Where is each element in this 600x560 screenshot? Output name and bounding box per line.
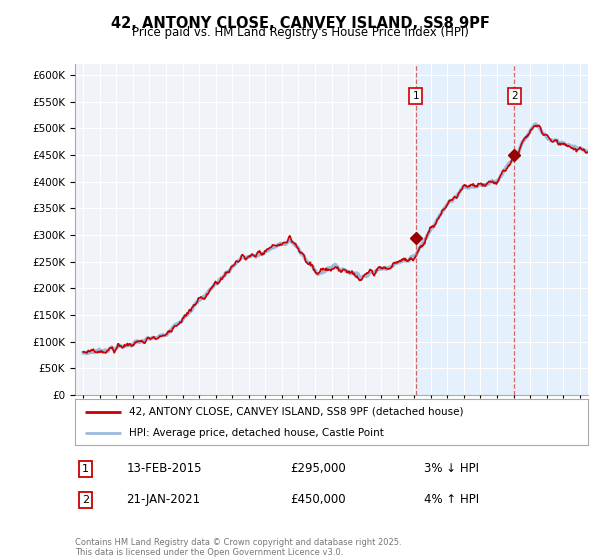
- Text: 13-FEB-2015: 13-FEB-2015: [127, 463, 202, 475]
- Text: 2: 2: [511, 91, 518, 101]
- Text: Price paid vs. HM Land Registry's House Price Index (HPI): Price paid vs. HM Land Registry's House …: [131, 26, 469, 39]
- Text: 42, ANTONY CLOSE, CANVEY ISLAND, SS8 9PF: 42, ANTONY CLOSE, CANVEY ISLAND, SS8 9PF: [110, 16, 490, 31]
- Text: HPI: Average price, detached house, Castle Point: HPI: Average price, detached house, Cast…: [129, 428, 384, 438]
- Text: Contains HM Land Registry data © Crown copyright and database right 2025.
This d: Contains HM Land Registry data © Crown c…: [75, 538, 401, 557]
- Text: 3% ↓ HPI: 3% ↓ HPI: [424, 463, 479, 475]
- Text: 1: 1: [82, 464, 89, 474]
- Text: £450,000: £450,000: [290, 493, 346, 506]
- Text: 2: 2: [82, 495, 89, 505]
- Text: 42, ANTONY CLOSE, CANVEY ISLAND, SS8 9PF (detached house): 42, ANTONY CLOSE, CANVEY ISLAND, SS8 9PF…: [129, 407, 463, 417]
- Text: 1: 1: [413, 91, 419, 101]
- Text: £295,000: £295,000: [290, 463, 346, 475]
- Bar: [416, 64, 588, 395]
- Text: 21-JAN-2021: 21-JAN-2021: [127, 493, 200, 506]
- Text: 4% ↑ HPI: 4% ↑ HPI: [424, 493, 479, 506]
